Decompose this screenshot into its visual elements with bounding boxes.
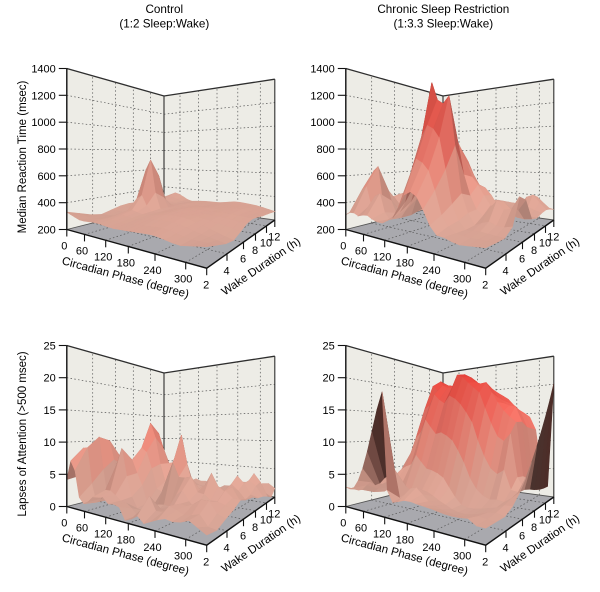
svg-text:300: 300 bbox=[453, 273, 471, 285]
svg-text:6: 6 bbox=[519, 254, 525, 266]
svg-text:15: 15 bbox=[44, 405, 56, 417]
svg-text:8: 8 bbox=[531, 522, 537, 534]
svg-text:400: 400 bbox=[316, 198, 334, 210]
svg-text:4: 4 bbox=[223, 265, 229, 277]
svg-text:25: 25 bbox=[44, 341, 56, 353]
svg-text:20: 20 bbox=[44, 373, 56, 385]
svg-text:10: 10 bbox=[539, 514, 551, 526]
svg-text:0: 0 bbox=[50, 502, 56, 514]
svg-text:200: 200 bbox=[316, 225, 334, 237]
svg-text:240: 240 bbox=[422, 265, 440, 277]
svg-text:120: 120 bbox=[94, 528, 112, 540]
svg-text:800: 800 bbox=[316, 144, 334, 156]
svg-text:6: 6 bbox=[240, 531, 246, 543]
svg-text:5: 5 bbox=[329, 469, 335, 481]
svg-text:400: 400 bbox=[37, 198, 55, 210]
svg-text:1200: 1200 bbox=[310, 90, 334, 102]
svg-text:240: 240 bbox=[422, 542, 440, 554]
svg-text:10: 10 bbox=[323, 437, 335, 449]
svg-text:0: 0 bbox=[61, 518, 67, 530]
svg-text:25: 25 bbox=[323, 341, 335, 353]
svg-text:600: 600 bbox=[316, 171, 334, 183]
svg-text:2: 2 bbox=[203, 280, 209, 292]
svg-text:800: 800 bbox=[37, 144, 55, 156]
svg-text:1200: 1200 bbox=[31, 90, 55, 102]
svg-text:60: 60 bbox=[76, 522, 88, 534]
svg-text:8: 8 bbox=[252, 245, 258, 257]
svg-text:10: 10 bbox=[260, 237, 272, 249]
svg-text:10: 10 bbox=[539, 237, 551, 249]
svg-text:20: 20 bbox=[323, 373, 335, 385]
svg-text:180: 180 bbox=[117, 535, 135, 547]
svg-text:Chronic Sleep Restriction: Chronic Sleep Restriction bbox=[377, 3, 509, 16]
svg-text:1000: 1000 bbox=[31, 117, 55, 129]
svg-text:1000: 1000 bbox=[310, 117, 334, 129]
svg-text:Lapses of Attention (>500 msec: Lapses of Attention (>500 msec) bbox=[17, 351, 29, 516]
svg-text:12: 12 bbox=[268, 509, 280, 521]
svg-text:240: 240 bbox=[143, 542, 161, 554]
svg-text:1400: 1400 bbox=[310, 64, 334, 76]
svg-text:2: 2 bbox=[482, 557, 488, 569]
svg-text:120: 120 bbox=[373, 251, 391, 263]
svg-text:300: 300 bbox=[174, 273, 192, 285]
svg-text:12: 12 bbox=[547, 509, 559, 521]
svg-text:4: 4 bbox=[502, 542, 508, 554]
svg-text:8: 8 bbox=[531, 245, 537, 257]
svg-text:1400: 1400 bbox=[31, 64, 55, 76]
svg-text:15: 15 bbox=[323, 405, 335, 417]
svg-text:180: 180 bbox=[396, 258, 414, 270]
svg-text:12: 12 bbox=[268, 232, 280, 244]
svg-text:10: 10 bbox=[44, 437, 56, 449]
svg-text:10: 10 bbox=[260, 514, 272, 526]
svg-text:8: 8 bbox=[252, 522, 258, 534]
svg-text:Median Reaction Time (msec): Median Reaction Time (msec) bbox=[17, 80, 29, 233]
svg-text:6: 6 bbox=[519, 531, 525, 543]
svg-text:0: 0 bbox=[340, 518, 346, 530]
svg-text:6: 6 bbox=[240, 254, 246, 266]
svg-text:0: 0 bbox=[340, 241, 346, 253]
svg-text:120: 120 bbox=[94, 251, 112, 263]
svg-text:300: 300 bbox=[174, 550, 192, 562]
svg-text:4: 4 bbox=[502, 265, 508, 277]
svg-text:60: 60 bbox=[76, 245, 88, 257]
svg-text:4: 4 bbox=[223, 542, 229, 554]
svg-text:2: 2 bbox=[482, 280, 488, 292]
svg-text:0: 0 bbox=[329, 502, 335, 514]
svg-text:(1:3.3 Sleep:Wake): (1:3.3 Sleep:Wake) bbox=[393, 18, 493, 31]
svg-text:180: 180 bbox=[117, 258, 135, 270]
svg-text:120: 120 bbox=[373, 528, 391, 540]
svg-text:2: 2 bbox=[203, 557, 209, 569]
svg-text:0: 0 bbox=[61, 241, 67, 253]
svg-text:600: 600 bbox=[37, 171, 55, 183]
svg-text:180: 180 bbox=[396, 535, 414, 547]
svg-text:Control: Control bbox=[145, 3, 183, 16]
svg-text:60: 60 bbox=[355, 245, 367, 257]
svg-text:5: 5 bbox=[50, 469, 56, 481]
svg-text:300: 300 bbox=[453, 550, 471, 562]
svg-text:(1:2 Sleep:Wake): (1:2 Sleep:Wake) bbox=[119, 18, 209, 31]
svg-text:12: 12 bbox=[547, 232, 559, 244]
svg-text:200: 200 bbox=[37, 225, 55, 237]
svg-text:60: 60 bbox=[355, 522, 367, 534]
svg-text:240: 240 bbox=[143, 265, 161, 277]
